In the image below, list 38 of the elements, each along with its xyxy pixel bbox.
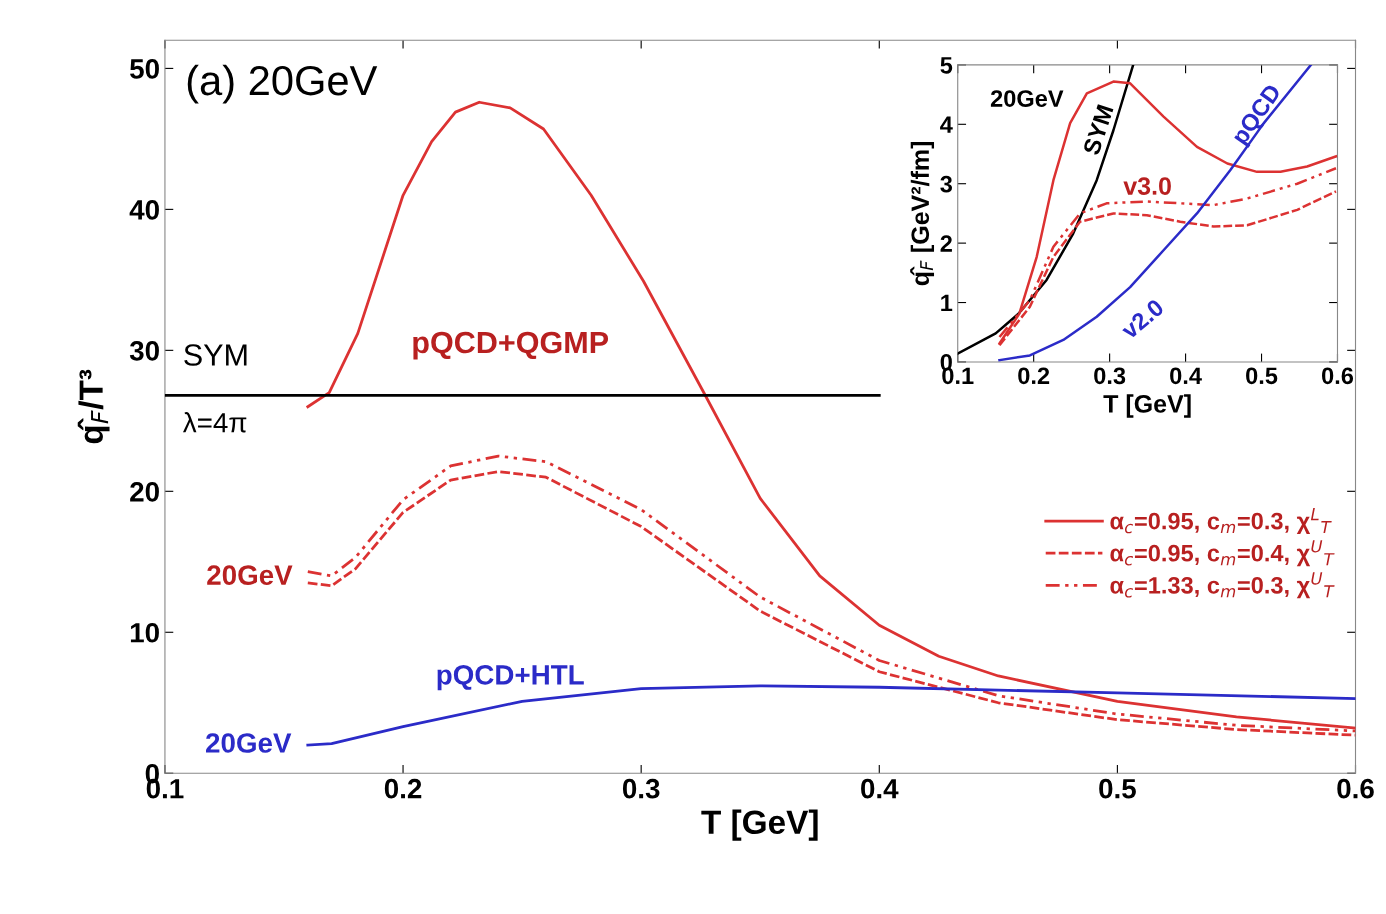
legend-label: α$_{c}$=0.95, c$_{m}$=0.4, χ$^{U}$$_{T}$: [1110, 540, 1335, 567]
x-tick-label: 0.4: [1170, 367, 1202, 385]
x-tick-label: 0.2: [1018, 367, 1050, 385]
annotation: 20GeV: [207, 565, 293, 585]
y-tick-label: 3: [940, 175, 953, 193]
legend-label: α$_{c}$=0.95, c$_{m}$=0.3, χ$^{L}$$_{T}$: [1110, 508, 1332, 535]
annotation: pQCD+HTL: [437, 665, 584, 691]
y-tick-label: 10: [130, 622, 159, 643]
x-tick-label: 0.5: [1246, 367, 1278, 385]
x-tick-label: 0.3: [622, 778, 660, 799]
y-tick-label: 20: [130, 481, 159, 502]
annotation: SYM: [1082, 104, 1114, 156]
legend-label: α$_{c}$=1.33, c$_{m}$=0.3, χ$^{U}$$_{T}$: [1110, 572, 1335, 599]
x-tick-label: 0.4: [861, 778, 899, 799]
annotation: v2.0: [1119, 298, 1165, 340]
y-tick-label: 30: [129, 341, 159, 361]
annotation: λ=4π: [182, 412, 247, 433]
annotation: 20GeV: [990, 90, 1064, 107]
y-tick-label: 1: [941, 294, 953, 312]
x-tick-label: 0.6: [1322, 367, 1354, 385]
y-tick-label: 50: [130, 59, 159, 79]
y-tick-label: 4: [940, 116, 953, 133]
x-tick-label: 0.3: [1094, 367, 1126, 385]
x-tick-label: 0.6: [1337, 778, 1374, 799]
y-axis-title: q̂$_{F}$/T³: [77, 369, 110, 444]
annotation: SYM: [184, 344, 247, 366]
y-tick-label: 5: [940, 57, 953, 74]
y-tick-label: 2: [940, 235, 952, 252]
y-tick-label: 40: [129, 200, 159, 220]
x-axis-title: T [GeV]: [701, 809, 818, 841]
x-tick-label: 0.5: [1099, 778, 1136, 799]
annotation: v3.0: [1123, 177, 1171, 195]
y-axis-title: q̂$_{F}$ [GeV²/fm]: [910, 141, 935, 286]
x-tick-label: 0.2: [384, 778, 422, 799]
annotation: (a) 20GeV: [187, 64, 378, 104]
x-axis-title: T [GeV]: [1103, 394, 1191, 418]
annotation: pQCD+QGMP: [413, 331, 609, 360]
annotation: 20GeV: [206, 733, 292, 753]
